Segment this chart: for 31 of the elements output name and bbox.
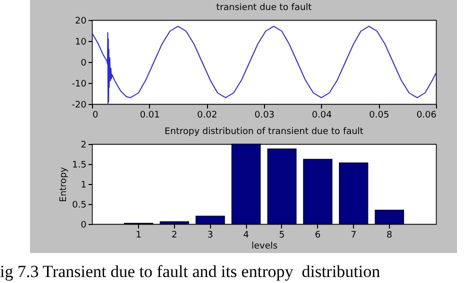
y-tick-label: -20 bbox=[72, 100, 87, 110]
chart-title: Entropy distribution of transient due to fault bbox=[164, 127, 364, 137]
x-tick-label: 3 bbox=[207, 230, 214, 240]
text: ig 7.3 Transient due to fault and its entropy distribution bbox=[0, 262, 380, 282]
x-tick-label: 0.02 bbox=[197, 110, 218, 120]
x-tick-label: 1 bbox=[136, 230, 142, 240]
x-tick-label: 0.04 bbox=[312, 110, 332, 120]
x-tick-label: 7 bbox=[350, 230, 356, 240]
x-tick-label: 5 bbox=[279, 230, 285, 240]
y-tick-label: 0 bbox=[80, 58, 87, 68]
x-tick-label: 8 bbox=[386, 230, 393, 240]
x-tick-label: 0.01 bbox=[140, 110, 160, 120]
line-series bbox=[92, 26, 436, 104]
y-tick-label: 10 bbox=[75, 38, 87, 48]
x-tick-label: 0.05 bbox=[369, 110, 390, 120]
y-tick-label: 0.5 bbox=[72, 200, 86, 210]
x-axis-title: levels bbox=[251, 242, 278, 252]
x-tick-label: 0 bbox=[92, 110, 98, 120]
x-tick-label: 0.03 bbox=[254, 110, 275, 120]
x-tick-label: 6 bbox=[314, 230, 321, 240]
y-tick-label: 2 bbox=[80, 140, 86, 150]
x-tick-label: 4 bbox=[243, 230, 250, 240]
y-tick-label: 1.5 bbox=[72, 160, 86, 170]
y-tick-label: 20 bbox=[75, 16, 87, 26]
y-tick-label: 1 bbox=[80, 180, 86, 190]
x-tick-label: 0.06 bbox=[416, 110, 437, 120]
x-tick-label: 2 bbox=[172, 230, 178, 240]
y-tick-label: -10 bbox=[72, 80, 87, 90]
y-axis-title: Entropy bbox=[59, 166, 70, 202]
y-tick-label: 0 bbox=[80, 220, 87, 230]
chart-title: transient due to fault bbox=[216, 3, 312, 13]
